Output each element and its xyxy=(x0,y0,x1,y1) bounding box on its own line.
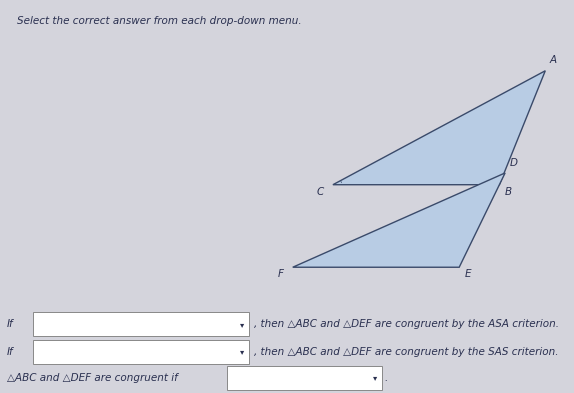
Text: , then △ABC and △DEF are congruent by the ASA criterion.: , then △ABC and △DEF are congruent by th… xyxy=(254,319,559,329)
Polygon shape xyxy=(333,71,545,185)
Text: E: E xyxy=(465,269,471,279)
Bar xyxy=(33,340,249,364)
Text: Select the correct answer from each drop-down menu.: Select the correct answer from each drop… xyxy=(17,16,302,26)
Text: ▾: ▾ xyxy=(240,320,244,329)
Text: If: If xyxy=(7,319,14,329)
Text: F: F xyxy=(278,269,284,279)
Polygon shape xyxy=(293,173,505,267)
Text: , then △ABC and △DEF are congruent by the SAS criterion.: , then △ABC and △DEF are congruent by th… xyxy=(254,347,559,357)
Bar xyxy=(227,366,382,390)
Text: If: If xyxy=(7,347,14,357)
Text: ▾: ▾ xyxy=(373,374,377,382)
Text: B: B xyxy=(505,187,512,196)
Bar xyxy=(33,312,249,336)
Text: .: . xyxy=(385,373,388,383)
Text: C: C xyxy=(317,187,324,196)
Text: △ABC and △DEF are congruent if: △ABC and △DEF are congruent if xyxy=(7,373,177,383)
Text: ▾: ▾ xyxy=(240,347,244,356)
Text: A: A xyxy=(550,55,557,65)
Text: D: D xyxy=(510,158,518,168)
